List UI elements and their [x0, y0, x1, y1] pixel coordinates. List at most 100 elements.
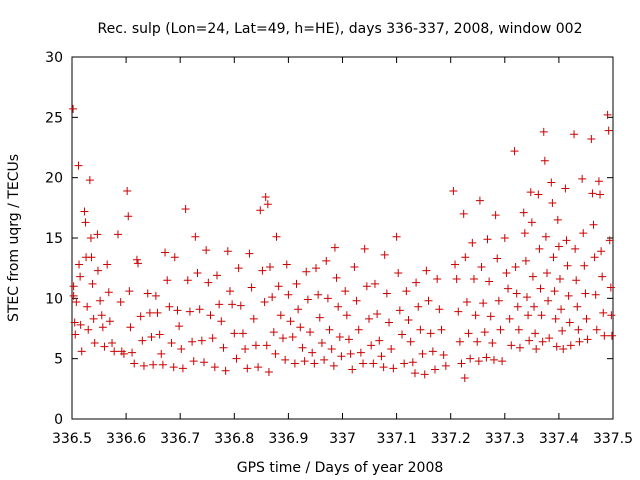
data-point: [310, 359, 319, 368]
data-point: [493, 254, 502, 263]
data-point: [549, 253, 558, 262]
data-point: [266, 262, 275, 271]
data-point: [524, 311, 533, 320]
data-point: [217, 317, 226, 326]
data-point: [286, 317, 295, 326]
data-point: [103, 260, 112, 269]
data-point: [559, 345, 568, 354]
data-point: [177, 345, 186, 354]
data-point: [89, 314, 98, 323]
data-point: [369, 359, 378, 368]
data-point: [113, 230, 122, 239]
data-point: [352, 296, 361, 305]
data-point: [303, 295, 312, 304]
data-point: [356, 348, 365, 357]
data-point: [185, 307, 194, 316]
data-point: [81, 218, 90, 227]
data-point: [412, 278, 421, 287]
data-point: [93, 230, 102, 239]
data-point: [385, 318, 394, 327]
data-point: [433, 275, 442, 284]
data-point: [268, 293, 277, 302]
data-point: [566, 341, 575, 350]
data-point: [93, 266, 102, 275]
data-point: [76, 272, 85, 281]
data-point: [269, 328, 278, 337]
data-point: [354, 325, 363, 334]
data-point: [570, 130, 579, 139]
x-tick-label: 337.4: [539, 431, 579, 447]
data-point: [350, 262, 359, 271]
data-point: [132, 255, 141, 264]
data-point: [360, 244, 369, 253]
data-point: [494, 296, 503, 305]
data-point: [337, 352, 346, 361]
data-point: [136, 312, 145, 321]
data-point: [87, 253, 96, 262]
data-point: [282, 260, 291, 269]
y-tick-label: 5: [54, 352, 63, 368]
data-point: [604, 126, 613, 135]
data-point: [271, 349, 280, 358]
data-point: [215, 300, 224, 309]
data-point: [486, 312, 495, 321]
data-point: [485, 277, 494, 286]
data-point: [83, 302, 92, 311]
data-point: [149, 360, 158, 369]
data-point: [489, 355, 498, 364]
data-point: [404, 316, 413, 325]
data-point: [125, 287, 134, 296]
data-point: [238, 329, 247, 338]
x-axis-label: GPS time / Days of year 2008: [237, 460, 444, 476]
data-point: [563, 261, 572, 270]
data-point: [263, 200, 272, 209]
data-point: [298, 343, 307, 352]
data-point: [402, 287, 411, 296]
data-point: [181, 205, 190, 214]
data-point: [254, 363, 263, 372]
data-point: [437, 325, 446, 334]
data-point: [69, 282, 78, 291]
data-point: [119, 349, 128, 358]
data-point: [515, 343, 524, 352]
data-point: [204, 278, 213, 287]
data-point: [588, 189, 597, 198]
data-point: [219, 343, 228, 352]
data-point: [519, 208, 528, 217]
data-point: [575, 337, 584, 346]
data-point: [380, 250, 389, 259]
data-point: [256, 206, 265, 215]
x-tick-label: 336.5: [52, 431, 92, 447]
data-point: [110, 347, 119, 356]
data-point: [540, 156, 549, 165]
data-point: [100, 342, 109, 351]
data-point: [545, 334, 554, 343]
x-tick-label: 337: [329, 431, 356, 447]
data-point: [167, 338, 176, 347]
data-point: [243, 364, 252, 373]
data-point: [367, 341, 376, 350]
data-point: [80, 207, 89, 216]
data-point: [157, 349, 166, 358]
data-point: [461, 253, 470, 262]
y-tick-label: 20: [45, 171, 63, 187]
data-point: [441, 361, 450, 370]
data-point: [469, 275, 478, 284]
data-point: [342, 311, 351, 320]
data-point: [296, 323, 305, 332]
data-point: [272, 232, 281, 241]
data-point: [537, 311, 546, 320]
data-point: [521, 256, 530, 265]
data-point: [552, 342, 561, 351]
data-point: [359, 359, 368, 368]
data-point: [188, 337, 197, 346]
data-point: [511, 262, 520, 271]
y-tick-label: 15: [45, 231, 63, 247]
data-point: [572, 276, 581, 285]
data-point: [422, 266, 431, 275]
data-point: [334, 302, 343, 311]
data-point: [228, 300, 237, 309]
data-point: [284, 290, 293, 299]
data-point: [189, 357, 198, 366]
